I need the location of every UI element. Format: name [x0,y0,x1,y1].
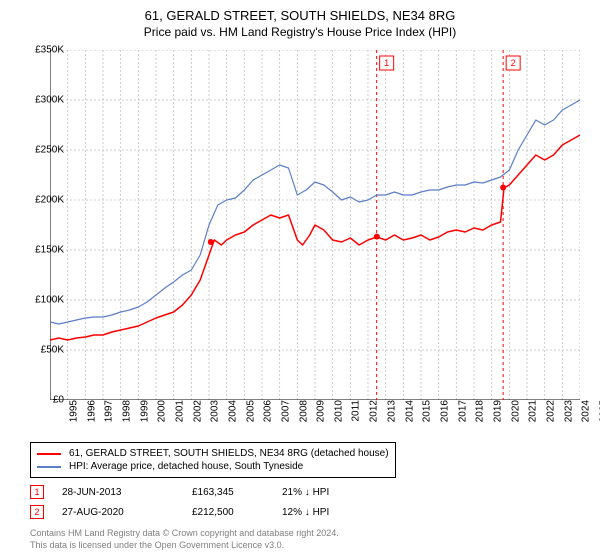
legend-swatch-price-paid [37,453,61,455]
x-tick-label: 2005 [245,400,256,422]
x-tick-label: 2012 [369,400,380,422]
legend-item-price-paid: 61, GERALD STREET, SOUTH SHIELDS, NE34 8… [37,447,389,460]
x-tick-label: 2018 [475,400,486,422]
svg-text:1: 1 [384,58,389,68]
x-tick-label: 2022 [545,400,556,422]
x-tick-label: 2016 [439,400,450,422]
legend-swatch-hpi [37,466,61,468]
x-tick-label: 2015 [422,400,433,422]
x-tick-label: 1999 [139,400,150,422]
x-tick-label: 2011 [350,400,361,422]
marker-date: 27-AUG-2020 [62,507,192,518]
y-tick-label: £300K [16,95,64,106]
x-tick-label: 2002 [192,400,203,422]
x-tick-label: 1996 [86,400,97,422]
marker-date: 28-JUN-2013 [62,487,192,498]
marker-price: £212,500 [192,507,282,518]
x-tick-label: 1997 [104,400,115,422]
x-tick-label: 2000 [157,400,168,422]
marker-pct: 12% ↓ HPI [282,507,382,518]
legend-label-price-paid: 61, GERALD STREET, SOUTH SHIELDS, NE34 8… [69,448,389,459]
marker-table: 1 28-JUN-2013£163,34521% ↓ HPI 2 27-AUG-202… [30,482,382,522]
x-tick-label: 2024 [581,400,592,422]
marker-row: 1 28-JUN-2013£163,34521% ↓ HPI [30,482,382,502]
x-tick-label: 2008 [298,400,309,422]
x-tick-label: 2003 [210,400,221,422]
x-tick-label: 2014 [404,400,415,422]
chart-subtitle: Price paid vs. HM Land Registry's House … [0,23,600,39]
x-tick-label: 2017 [457,400,468,422]
x-tick-label: 2001 [174,400,185,422]
y-tick-label: £150K [16,245,64,256]
chart-container: 61, GERALD STREET, SOUTH SHIELDS, NE34 8… [0,0,600,560]
x-tick-label: 2004 [227,400,238,422]
legend-box: 61, GERALD STREET, SOUTH SHIELDS, NE34 8… [30,442,396,478]
x-tick-label: 2010 [333,400,344,422]
footer-line-1: Contains HM Land Registry data © Crown c… [30,528,339,540]
chart-plot-area: 12 [50,50,580,400]
copyright-footer: Contains HM Land Registry data © Crown c… [30,528,339,551]
x-tick-label: 2009 [316,400,327,422]
legend-item-hpi: HPI: Average price, detached house, Sout… [37,460,389,473]
y-tick-label: £200K [16,195,64,206]
y-tick-label: £350K [16,45,64,56]
y-tick-label: £100K [16,295,64,306]
x-tick-label: 2006 [263,400,274,422]
marker-number-box: 2 [30,505,44,519]
x-tick-label: 2019 [492,400,503,422]
svg-text:2: 2 [511,58,516,68]
chart-title: 61, GERALD STREET, SOUTH SHIELDS, NE34 8… [0,0,600,23]
x-tick-label: 2020 [510,400,521,422]
marker-price: £163,345 [192,487,282,498]
x-tick-label: 2021 [528,400,539,422]
marker-row: 2 27-AUG-2020£212,50012% ↓ HPI [30,502,382,522]
legend-label-hpi: HPI: Average price, detached house, Sout… [69,461,303,472]
x-tick-label: 2023 [563,400,574,422]
footer-line-2: This data is licensed under the Open Gov… [30,540,339,552]
marker-number-box: 1 [30,485,44,499]
marker-pct: 21% ↓ HPI [282,487,382,498]
y-tick-label: £250K [16,145,64,156]
x-tick-label: 1995 [68,400,79,422]
y-tick-label: £0 [16,395,64,406]
x-tick-label: 2013 [386,400,397,422]
x-tick-label: 2007 [280,400,291,422]
chart-svg: 12 [50,50,580,400]
x-tick-label: 1998 [121,400,132,422]
y-tick-label: £50K [16,345,64,356]
